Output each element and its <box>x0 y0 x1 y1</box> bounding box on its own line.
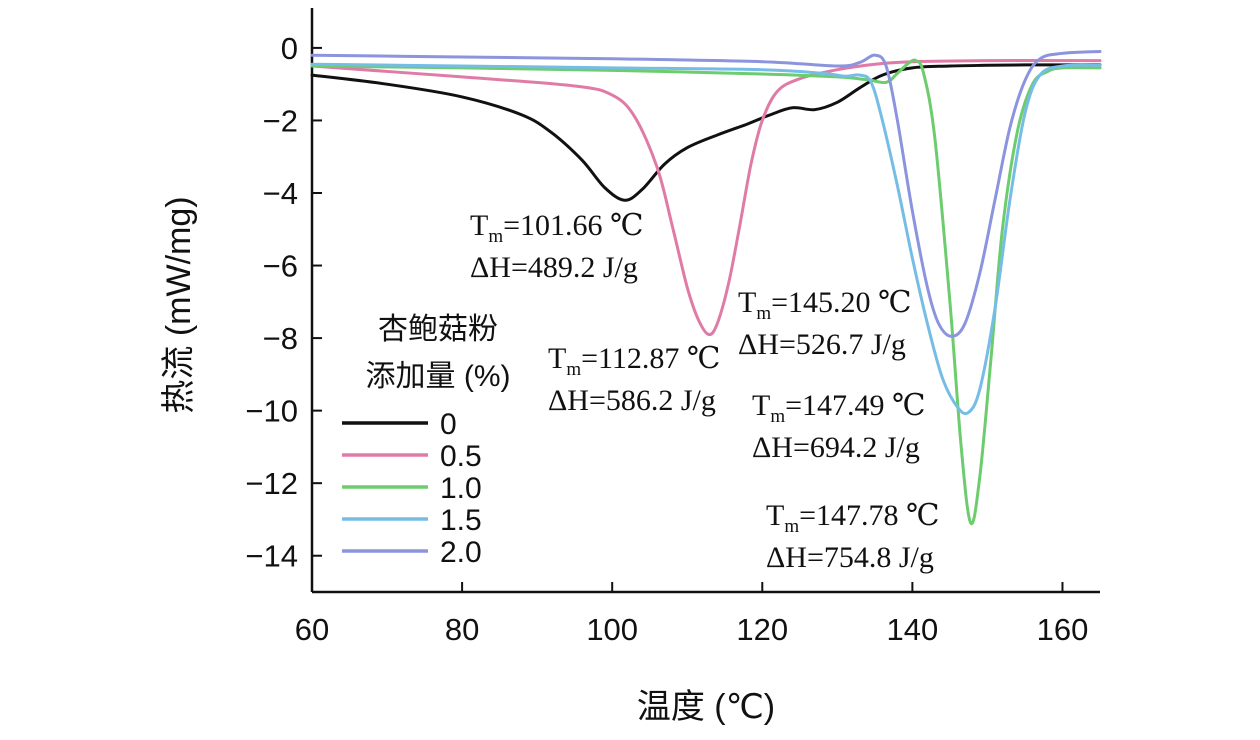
y-ticks: 0 −2 −4 −6 −8 −10 −12 −14 <box>245 31 322 574</box>
annotation-tm-0.5: Tm=112.87 ℃ <box>548 342 720 380</box>
series-line-1.5 <box>310 62 1102 416</box>
x-tick-label: 140 <box>887 612 939 647</box>
y-tick-label: −10 <box>245 394 298 429</box>
annotation-tm-1.5: Tm=147.49 ℃ <box>752 389 926 427</box>
annotation-tm-0: Tm=101.66 ℃ <box>470 209 644 247</box>
series-line-2.0 <box>310 50 1102 338</box>
legend-title-line2: 添加量 (%) <box>366 360 511 393</box>
series-line-0.5 <box>310 59 1102 337</box>
y-tick-label: −4 <box>263 176 298 211</box>
x-tick-label: 120 <box>736 612 788 647</box>
legend-label-1.0: 1.0 <box>440 472 482 505</box>
annotation-dh-0: ΔH=489.2 J/g <box>470 251 638 284</box>
x-axis-title: 温度 (℃) <box>637 688 775 726</box>
x-tick-label: 60 <box>295 612 329 647</box>
x-tick-label: 80 <box>445 612 479 647</box>
annotation-dh-0.5: ΔH=586.2 J/g <box>548 384 716 417</box>
x-tick-label: 100 <box>586 612 638 647</box>
annotation-tm-2.0: Tm=145.20 ℃ <box>738 286 912 324</box>
annotation-dh-1.0: ΔH=754.8 J/g <box>766 541 934 574</box>
legend-title-line1: 杏鲍菇粉 <box>378 313 498 346</box>
y-tick-label: −14 <box>245 539 298 574</box>
annotation-dh-1.5: ΔH=694.2 J/g <box>752 431 920 464</box>
x-ticks: 60 80 100 120 140 160 <box>295 582 1089 647</box>
y-tick-label: −12 <box>245 466 298 501</box>
y-axis-title: 热流 (mW/mg) <box>160 196 198 413</box>
x-tick-label: 160 <box>1037 612 1089 647</box>
legend-label-1.5: 1.5 <box>440 504 482 537</box>
legend-label-2.0: 2.0 <box>440 536 482 569</box>
series-line-1.0 <box>310 58 1102 526</box>
legend: 杏鲍菇粉 添加量 (%) 00.51.01.52.0 <box>342 313 511 569</box>
legend-label-0.5: 0.5 <box>440 440 482 473</box>
y-tick-label: −8 <box>263 321 298 356</box>
series-lines <box>310 50 1102 526</box>
annotation-dh-2.0: ΔH=526.7 J/g <box>738 328 906 361</box>
y-tick-label: −6 <box>263 249 298 284</box>
peak-annotations: Tm=101.66 ℃ ΔH=489.2 J/g Tm=112.87 ℃ ΔH=586… <box>470 209 940 574</box>
y-tick-label: −2 <box>263 103 298 138</box>
annotation-tm-1.0: Tm=147.78 ℃ <box>766 499 940 537</box>
legend-label-0: 0 <box>440 408 457 441</box>
y-tick-label: 0 <box>281 31 298 66</box>
legend-items: 00.51.01.52.0 <box>342 408 482 569</box>
series-line-0 <box>310 63 1102 202</box>
